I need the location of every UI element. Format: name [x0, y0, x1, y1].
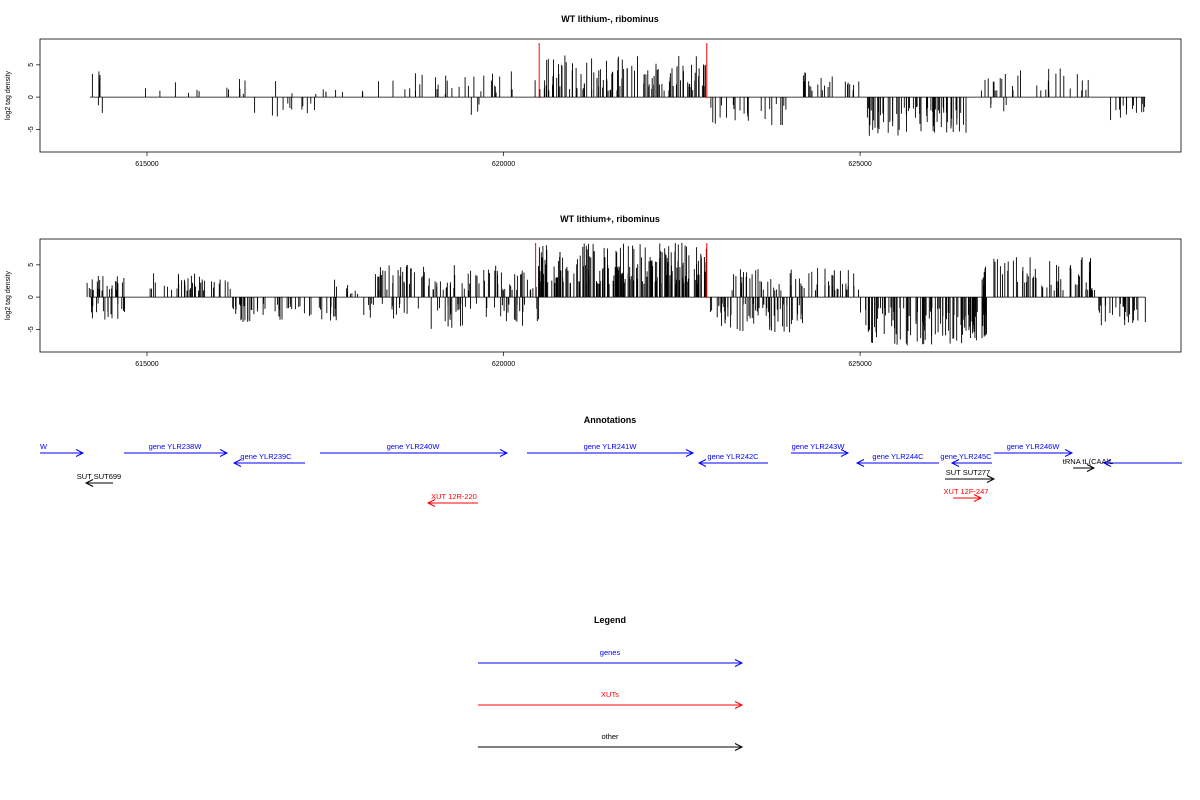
- annotation-feature: gene YLR246W: [994, 442, 1074, 457]
- legend-title: Legend: [594, 615, 626, 625]
- legend-item-other: other: [478, 732, 744, 751]
- legend-arrowhead: [734, 659, 744, 667]
- feature-label: gene YLR243W: [792, 442, 846, 451]
- feature-arrowhead: [84, 479, 94, 487]
- feature-label: SUT SUT277: [946, 468, 990, 477]
- x-tick-label: 615000: [135, 161, 158, 168]
- x-tick-label: 625000: [848, 361, 871, 368]
- feature-arrowhead: [1102, 459, 1112, 467]
- feature-label: gene YLR245C: [940, 452, 992, 461]
- y-tick-label: -5: [28, 126, 35, 132]
- annotation-feature: gene YLR239C: [232, 452, 305, 467]
- annotation-feature: gene YLR238W: [124, 442, 229, 457]
- feature-label: gene YLR239C: [240, 452, 292, 461]
- feature-label: XUT 12F-247: [944, 487, 989, 496]
- annotation-feature: gene YLR242C: [697, 452, 768, 467]
- y-axis-label: log2 tag density: [5, 70, 12, 120]
- feature-label: gene YLR241W: [584, 442, 638, 451]
- y-axis-label: log2 tag density: [5, 270, 12, 320]
- feature-arrowhead: [232, 459, 242, 467]
- feature-arrowhead: [685, 449, 695, 457]
- x-tick-label: 620000: [492, 161, 515, 168]
- legend-label: XUTs: [601, 690, 619, 699]
- annotation-feature: W: [40, 442, 85, 457]
- y-tick-label: 0: [28, 295, 35, 299]
- feature-arrowhead: [1086, 464, 1096, 472]
- chart-title: WT lithium-, ribominus: [561, 14, 659, 24]
- legend-label: other: [601, 732, 619, 741]
- feature-arrowhead: [986, 475, 996, 483]
- feature-arrowhead: [973, 494, 983, 502]
- legend-label: genes: [600, 648, 621, 657]
- x-tick-label: 615000: [135, 361, 158, 368]
- x-tick-label: 625000: [848, 161, 871, 168]
- feature-arrowhead: [855, 459, 865, 467]
- track-panel-lithium-minus: WT lithium-, ribominus -5 0 5 log2 tag densi…: [5, 14, 1182, 168]
- annotation-feature: gene YLR240W: [320, 442, 509, 457]
- feature-arrowhead: [426, 499, 436, 507]
- plot-frame: [39, 238, 1182, 353]
- annotation-feature: gene YLR245C: [940, 452, 992, 467]
- feature-label: gene YLR244C: [872, 452, 924, 461]
- feature-arrowhead: [1064, 449, 1074, 457]
- legend-arrowhead: [734, 743, 744, 751]
- plot-frame: [39, 38, 1182, 153]
- y-tick-label: 5: [28, 63, 35, 67]
- annotation-feature: gene YLR244C: [855, 452, 939, 467]
- y-tick-label: 0: [28, 95, 35, 99]
- feature-arrowhead: [950, 459, 960, 467]
- x-tick-label: 620000: [492, 361, 515, 368]
- annotation-feature: tRNA tL(CAA)L: [1063, 457, 1113, 472]
- feature-arrowhead: [219, 449, 229, 457]
- density-bars: [91, 55, 1146, 136]
- density-bars: [86, 242, 1146, 346]
- feature-label: W: [40, 442, 48, 451]
- feature-label: gene YLR242C: [707, 452, 759, 461]
- annotation-feature: SUT SUT277: [945, 468, 996, 483]
- legend-arrowhead: [734, 701, 744, 709]
- feature-label: tRNA tL(CAA)L: [1063, 457, 1113, 466]
- annotation-feature: XUT 12F-247: [944, 487, 989, 502]
- feature-label: XUT 12R-220: [431, 492, 477, 501]
- track-panel-lithium-plus: WT lithium+, ribominus -5 0 5 log2 tag densi…: [5, 214, 1182, 368]
- chart-title: WT lithium+, ribominus: [560, 214, 660, 224]
- legend-item-xut: XUTs: [478, 690, 744, 709]
- annotations-title: Annotations: [584, 415, 637, 425]
- feature-arrowhead: [840, 449, 850, 457]
- feature-arrowhead: [75, 449, 85, 457]
- annotation-feature: gene YLR243W: [791, 442, 850, 457]
- feature-arrowhead: [499, 449, 509, 457]
- feature-label: SUT SUT699: [77, 472, 121, 481]
- feature-label: gene YLR240W: [387, 442, 441, 451]
- y-tick-label: -5: [28, 326, 35, 332]
- annotation-feature: XUT 12R-220: [426, 492, 478, 507]
- y-tick-label: 5: [28, 263, 35, 267]
- annotation-feature: [1102, 459, 1182, 467]
- feature-label: gene YLR246W: [1007, 442, 1061, 451]
- annotation-feature: SUT SUT699: [77, 472, 121, 487]
- feature-arrowhead: [697, 459, 707, 467]
- feature-label: gene YLR238W: [149, 442, 203, 451]
- legend: genes XUTs other: [478, 648, 744, 751]
- annotation-feature: gene YLR241W: [527, 442, 695, 457]
- legend-item-gene: genes: [478, 648, 744, 667]
